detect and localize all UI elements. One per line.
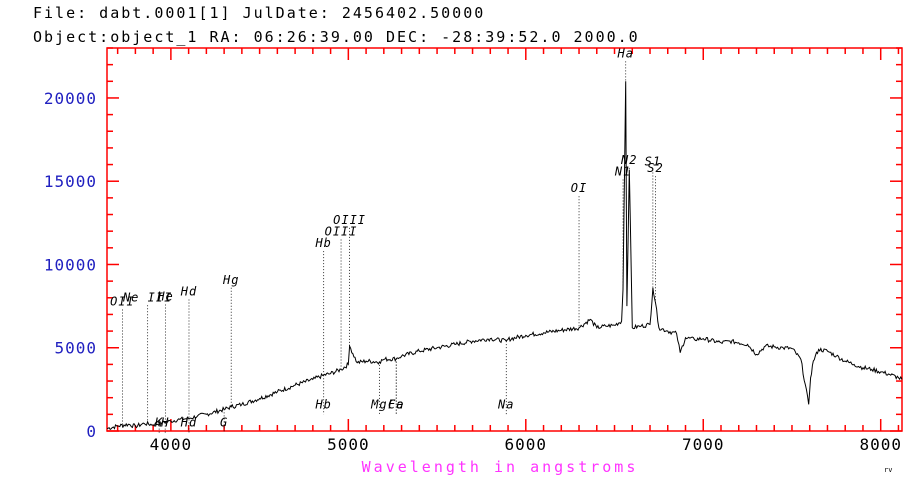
annotation-label: OIII <box>333 213 366 227</box>
annotation-label: Hg <box>222 273 239 287</box>
header-object-line: Object:object_1 RA: 06:26:39.00 DEC: -28… <box>33 28 640 46</box>
corner-mark: rv <box>884 466 892 474</box>
x-tick-label: 6000 <box>505 435 548 454</box>
x-axis-label: Wavelength in angstroms <box>362 458 639 476</box>
y-tick-label: 10000 <box>44 255 97 274</box>
x-tick-label: 5000 <box>327 435 370 454</box>
y-tick-label: 5000 <box>54 339 97 358</box>
annotation-label: K <box>154 416 163 430</box>
annotation-label: Ne III <box>122 290 172 304</box>
annotation-label: G <box>220 416 228 430</box>
y-tick-labels: 0 5000 10000 15000 20000 <box>44 89 97 441</box>
annotation-label: OIII <box>325 225 358 239</box>
frame-rect <box>106 47 903 432</box>
annotation-label: Ca <box>388 397 404 411</box>
annotation-label: Mg <box>370 397 387 411</box>
annotation-label: N1 <box>614 165 631 179</box>
spectrum-line <box>106 81 903 431</box>
annotation-label: Fe <box>388 397 404 411</box>
annotation-label: Ha <box>616 46 633 60</box>
annotation-label: Hd <box>180 284 197 298</box>
annotation-label: OII <box>110 294 135 308</box>
annotation-label: N2 <box>620 153 637 167</box>
x-tick-label: 7000 <box>682 435 725 454</box>
x-tick-label: 8000 <box>859 435 902 454</box>
annotation-label: OI <box>571 181 587 195</box>
annotation-label: S2 <box>647 161 663 175</box>
axis-ticks <box>107 47 902 432</box>
y-tick-label: 20000 <box>44 89 97 108</box>
annotation-label: Hb <box>314 236 331 250</box>
x-tick-labels: 4000 5000 6000 7000 8000 <box>150 435 902 454</box>
header-file-line: File: dabt.0001[1] JulDate: 2456402.5000… <box>33 4 485 22</box>
plot-frame <box>106 47 903 432</box>
annotation-label: Na <box>497 397 514 411</box>
annotation-label: He <box>156 289 173 303</box>
x-tick-label: 4000 <box>150 435 193 454</box>
y-tick-label: 15000 <box>44 172 97 191</box>
y-tick-label: 0 <box>86 422 97 441</box>
annotation-label: S1 <box>645 155 661 169</box>
annotation-label: Hb <box>314 397 331 411</box>
